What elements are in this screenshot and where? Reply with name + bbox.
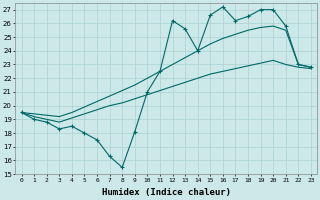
X-axis label: Humidex (Indice chaleur): Humidex (Indice chaleur) [102,188,231,197]
